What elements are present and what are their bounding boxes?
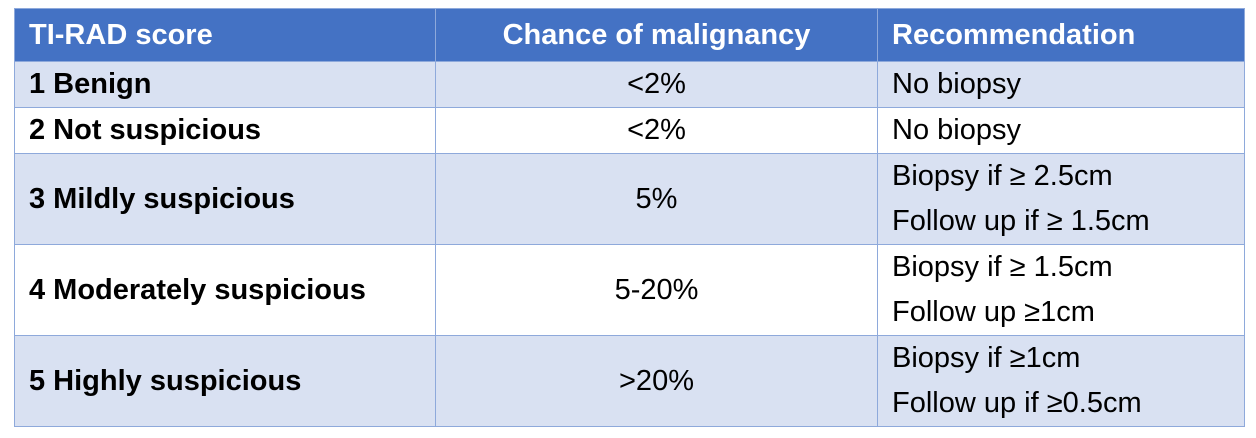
- header-cell: Chance of malignancy: [435, 8, 878, 62]
- recommendation-cell: No biopsy: [877, 107, 1245, 154]
- score-cell: 2 Not suspicious: [14, 107, 436, 154]
- recommendation-line: Follow up if ≥ 1.5cm: [892, 205, 1150, 237]
- recommendation-line: Biopsy if ≥ 1.5cm: [892, 251, 1113, 283]
- header-cell: TI-RAD score: [14, 8, 436, 62]
- recommendation-cell: Biopsy if ≥1cm Follow up if ≥0.5cm: [877, 335, 1245, 427]
- table-row: 5 Highly suspicious >20% Biopsy if ≥1cm Fol…: [14, 335, 1245, 427]
- recommendation-line: Follow up ≥1cm: [892, 296, 1095, 328]
- score-cell: 1 Benign: [14, 61, 436, 108]
- malignancy-cell: <2%: [435, 107, 878, 154]
- table-row: 2 Not suspicious <2% No biopsy: [14, 107, 1245, 154]
- recommendation-cell: Biopsy if ≥ 1.5cm Follow up ≥1cm: [877, 244, 1245, 336]
- table-row: 1 Benign <2% No biopsy: [14, 61, 1245, 108]
- table-row: 4 Moderately suspicious 5-20% Biopsy if ≥ …: [14, 244, 1245, 336]
- recommendation-line: Biopsy if ≥1cm: [892, 342, 1081, 374]
- tirads-table: TI-RAD score Chance of malignancy Recomm…: [14, 8, 1245, 427]
- malignancy-cell: <2%: [435, 61, 878, 108]
- recommendation-cell: No biopsy: [877, 61, 1245, 108]
- score-cell: 4 Moderately suspicious: [14, 244, 436, 336]
- recommendation-line: No biopsy: [892, 114, 1021, 146]
- score-cell: 3 Mildly suspicious: [14, 153, 436, 245]
- malignancy-cell: >20%: [435, 335, 878, 427]
- recommendation-line: Biopsy if ≥ 2.5cm: [892, 160, 1113, 192]
- recommendation-line: No biopsy: [892, 68, 1021, 100]
- recommendation-line: Follow up if ≥0.5cm: [892, 387, 1142, 419]
- recommendation-cell: Biopsy if ≥ 2.5cm Follow up if ≥ 1.5cm: [877, 153, 1245, 245]
- malignancy-cell: 5%: [435, 153, 878, 245]
- header-cell: Recommendation: [877, 8, 1245, 62]
- table-row: 3 Mildly suspicious 5% Biopsy if ≥ 2.5cm Fo…: [14, 153, 1245, 245]
- malignancy-cell: 5-20%: [435, 244, 878, 336]
- header-row: TI-RAD score Chance of malignancy Recomm…: [14, 8, 1245, 62]
- table-body: 1 Benign <2% No biopsy 2 Not suspicious <2% N…: [14, 61, 1245, 427]
- score-cell: 5 Highly suspicious: [14, 335, 436, 427]
